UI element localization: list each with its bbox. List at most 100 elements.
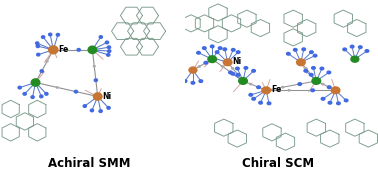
Circle shape <box>203 61 208 65</box>
Circle shape <box>364 49 369 53</box>
Circle shape <box>313 54 318 58</box>
Circle shape <box>350 45 355 49</box>
Circle shape <box>309 73 314 77</box>
Circle shape <box>310 88 315 92</box>
Circle shape <box>286 52 291 56</box>
Circle shape <box>196 51 201 55</box>
Circle shape <box>223 58 232 66</box>
Circle shape <box>258 101 263 105</box>
Circle shape <box>74 90 78 94</box>
Circle shape <box>221 65 224 68</box>
Circle shape <box>48 45 59 54</box>
Circle shape <box>215 50 220 54</box>
Circle shape <box>266 101 271 105</box>
Circle shape <box>31 78 40 87</box>
Circle shape <box>235 66 240 71</box>
Circle shape <box>56 33 60 37</box>
Circle shape <box>41 35 45 39</box>
Circle shape <box>344 98 349 102</box>
Circle shape <box>17 86 22 90</box>
Circle shape <box>106 106 111 110</box>
Circle shape <box>228 70 233 75</box>
Circle shape <box>198 65 201 68</box>
Circle shape <box>311 77 321 85</box>
Circle shape <box>256 85 261 89</box>
Circle shape <box>93 65 96 68</box>
Circle shape <box>331 86 341 94</box>
Text: Fe: Fe <box>59 45 69 54</box>
Circle shape <box>287 89 291 92</box>
Circle shape <box>99 35 103 39</box>
Circle shape <box>248 93 253 97</box>
Circle shape <box>281 86 285 89</box>
Circle shape <box>261 86 271 94</box>
Text: Chiral SCM: Chiral SCM <box>242 157 314 170</box>
Circle shape <box>251 69 256 73</box>
Circle shape <box>230 72 235 76</box>
Circle shape <box>35 41 40 45</box>
Circle shape <box>231 48 236 52</box>
Circle shape <box>98 109 103 113</box>
Circle shape <box>251 97 256 101</box>
Circle shape <box>36 53 40 57</box>
Circle shape <box>65 48 68 51</box>
Circle shape <box>319 66 324 71</box>
Circle shape <box>342 47 347 51</box>
Circle shape <box>93 92 103 101</box>
Circle shape <box>327 101 333 105</box>
Circle shape <box>293 48 298 52</box>
Circle shape <box>210 44 215 48</box>
Circle shape <box>336 101 341 105</box>
Circle shape <box>231 67 234 70</box>
Circle shape <box>191 81 195 85</box>
Circle shape <box>222 47 227 51</box>
Circle shape <box>188 66 198 74</box>
Circle shape <box>326 70 332 75</box>
Circle shape <box>309 50 314 54</box>
Circle shape <box>90 108 94 112</box>
Circle shape <box>235 50 241 54</box>
Text: Ni: Ni <box>232 57 242 66</box>
Circle shape <box>44 92 49 96</box>
Circle shape <box>30 95 35 99</box>
Circle shape <box>76 48 81 52</box>
Circle shape <box>249 83 253 85</box>
Circle shape <box>107 45 111 49</box>
Circle shape <box>243 66 248 70</box>
Circle shape <box>358 45 363 49</box>
Circle shape <box>301 47 306 51</box>
Circle shape <box>39 69 44 73</box>
Circle shape <box>238 77 248 85</box>
Circle shape <box>311 66 316 70</box>
Circle shape <box>350 55 359 63</box>
Circle shape <box>48 33 53 37</box>
Circle shape <box>93 78 98 82</box>
Circle shape <box>198 79 203 83</box>
Circle shape <box>296 58 306 66</box>
Circle shape <box>210 56 215 60</box>
Text: Fe: Fe <box>271 85 282 94</box>
Circle shape <box>327 85 332 89</box>
Circle shape <box>39 94 43 98</box>
Circle shape <box>106 53 110 57</box>
Circle shape <box>105 40 109 44</box>
Circle shape <box>303 69 308 73</box>
Circle shape <box>321 83 324 85</box>
Circle shape <box>22 92 27 96</box>
Circle shape <box>207 55 217 63</box>
Circle shape <box>82 104 87 108</box>
Text: Achiral SMM: Achiral SMM <box>48 157 130 170</box>
Circle shape <box>202 46 207 50</box>
Circle shape <box>45 60 49 63</box>
Circle shape <box>87 45 98 54</box>
Circle shape <box>321 97 325 101</box>
Circle shape <box>36 44 40 48</box>
Circle shape <box>304 67 308 70</box>
Circle shape <box>297 82 302 86</box>
Circle shape <box>183 79 187 83</box>
Circle shape <box>107 49 112 53</box>
Text: Ni: Ni <box>103 92 112 101</box>
Circle shape <box>56 86 59 89</box>
Circle shape <box>235 73 240 77</box>
Circle shape <box>218 46 223 50</box>
